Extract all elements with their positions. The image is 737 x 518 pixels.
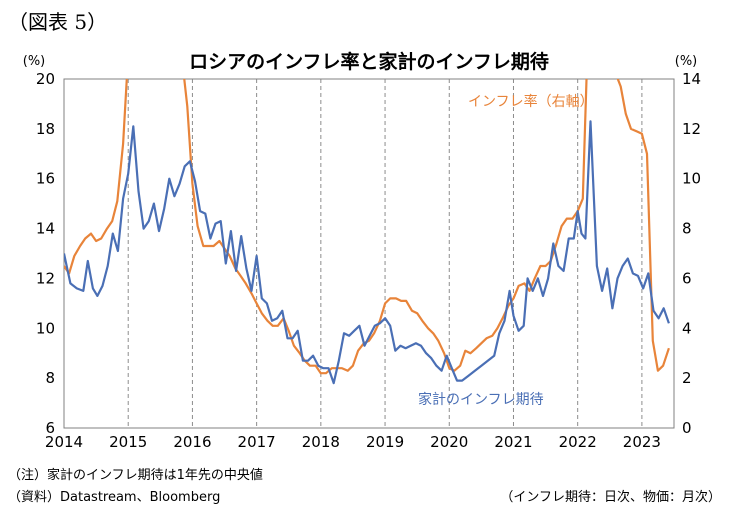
- frequency-text: （インフレ期待：日次、物価：月次）: [500, 490, 721, 505]
- right-tick-label: 10: [682, 170, 701, 188]
- right-tick-label: 4: [682, 319, 692, 337]
- x-tick-label: 2023: [623, 433, 661, 451]
- x-tick-label: 2017: [238, 433, 276, 451]
- plot-frame: [63, 78, 675, 429]
- right-tick-label: 0: [682, 419, 692, 437]
- left-tick-label: 10: [36, 319, 55, 337]
- left-tick-label: 12: [36, 269, 55, 287]
- left-tick-label: 8: [45, 369, 55, 387]
- x-axis: 2014 2015 2016 2017 2018 2019 2020 2021 2022 2023: [45, 433, 661, 451]
- left-tick-label: 14: [36, 220, 55, 238]
- series-label-expectation: 家計のインフレ期待: [418, 391, 544, 408]
- right-tick-label: 12: [682, 120, 701, 138]
- year-grid: [127, 79, 643, 428]
- right-tick-label: 8: [682, 220, 692, 238]
- left-tick-label: 20: [36, 70, 55, 88]
- figure-label: （図表 5）: [8, 10, 108, 34]
- right-tick-label: 6: [682, 269, 692, 287]
- source-text: （資料）Datastream、Bloomberg: [8, 490, 221, 505]
- left-tick-label: 16: [36, 170, 55, 188]
- note-text: （注）家計のインフレ期待は1年先の中央値: [8, 468, 263, 483]
- x-tick-label: 2016: [173, 433, 211, 451]
- x-tick-label: 2022: [559, 433, 597, 451]
- x-tick-label: 2015: [109, 433, 147, 451]
- left-tick-label: 18: [36, 120, 55, 138]
- right-tick-label: 14: [682, 70, 701, 88]
- series-lines: [64, 79, 670, 385]
- right-axis-unit: (%): [675, 54, 698, 69]
- x-tick-label: 2014: [45, 433, 83, 451]
- right-y-axis: 0 2 4 6 8 10 12 14: [682, 70, 701, 437]
- chart-title: ロシアのインフレ率と家計のインフレ期待: [189, 50, 549, 73]
- left-axis-unit: (%): [23, 54, 46, 69]
- left-tick-label: 6: [45, 419, 55, 437]
- left-y-axis: 6 8 10 12 14 16 18 20: [36, 70, 55, 437]
- x-tick-label: 2018: [302, 433, 340, 451]
- x-tick-label: 2019: [366, 433, 404, 451]
- right-tick-label: 2: [682, 369, 692, 387]
- x-tick-label: 2020: [430, 433, 468, 451]
- x-tick-label: 2021: [494, 433, 532, 451]
- expectation-line: [64, 120, 670, 385]
- series-label-inflation: インフレ率（右軸）: [468, 93, 594, 110]
